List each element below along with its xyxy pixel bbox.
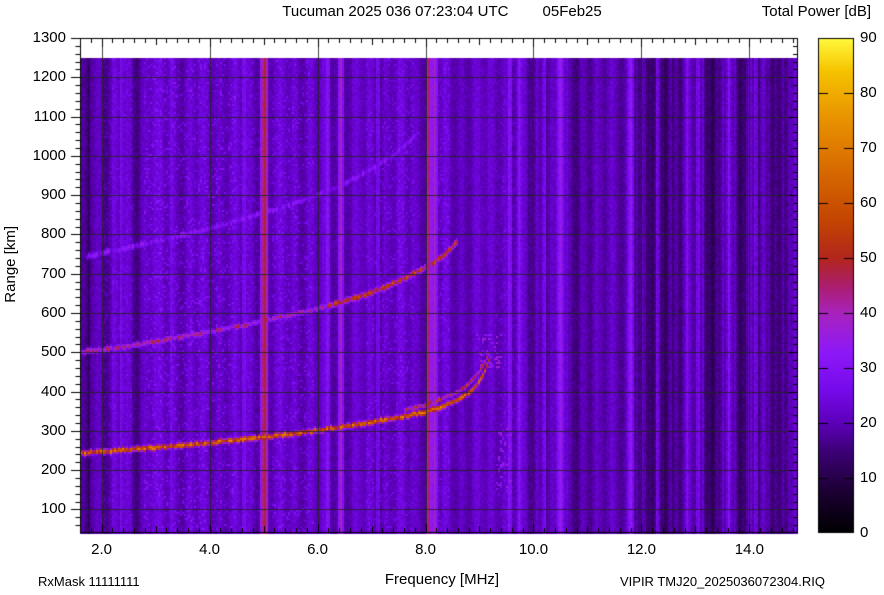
colorbar-tick-label: 50 [860,249,877,266]
x-tick-label: 2.0 [91,541,113,558]
y-tick-label: 900 [40,186,66,204]
y-tick-label: 100 [40,500,66,518]
y-tick-label: 1000 [32,146,66,164]
rx-mask-label: RxMask 11111111 [38,574,140,589]
plot-title: Tucuman 2025 036 07:23:04 UTC 05Feb25 [0,3,884,21]
colorbar-tick-label: 80 [860,84,877,101]
x-tick-label: 4.0 [199,541,220,558]
colorbar-tick-label: 90 [860,29,877,46]
x-tick-label: 10.0 [518,541,549,558]
y-tick-label: 600 [40,304,66,321]
colorbar-tick-label: 20 [860,414,877,431]
x-tick-label: 12.0 [626,541,657,558]
title-date: 05Feb25 [542,3,602,20]
y-tick-label: 300 [40,421,66,439]
y-axis-label: Range [km] [2,226,19,303]
colorbar-tick-label: 10 [860,469,877,486]
y-tick-label: 700 [40,264,66,282]
y-tick-label: 1300 [32,29,66,46]
y-tick-label: 800 [40,225,66,243]
colorbar-tick-label: 40 [860,304,877,321]
x-tick-label: 8.0 [415,541,436,558]
colorbar-tick-label: 70 [860,139,877,156]
colorbar-tick-label: 30 [860,359,877,376]
x-tick-label: 14.0 [734,541,764,558]
y-tick-label: 1200 [32,68,66,86]
y-tick-label: 1100 [33,107,66,125]
data-file-label: VIPIR TMJ20_2025036072304.RIQ [619,574,825,589]
y-tick-label: 500 [40,343,66,361]
title-station-datetime: Tucuman 2025 036 07:23:04 UTC [282,3,509,20]
x-axis-label: Frequency [MHz] [384,571,500,588]
colorbar-title: Total Power [dB] [761,3,871,20]
y-tick-label: 400 [40,382,66,400]
colorbar-tick-label: 60 [860,194,877,211]
plot-area [80,38,798,533]
y-tick-label: 200 [40,461,66,479]
x-tick-label: 6.0 [307,541,328,558]
colorbar-tick-label: 0 [860,524,869,541]
colorbar [818,38,854,533]
